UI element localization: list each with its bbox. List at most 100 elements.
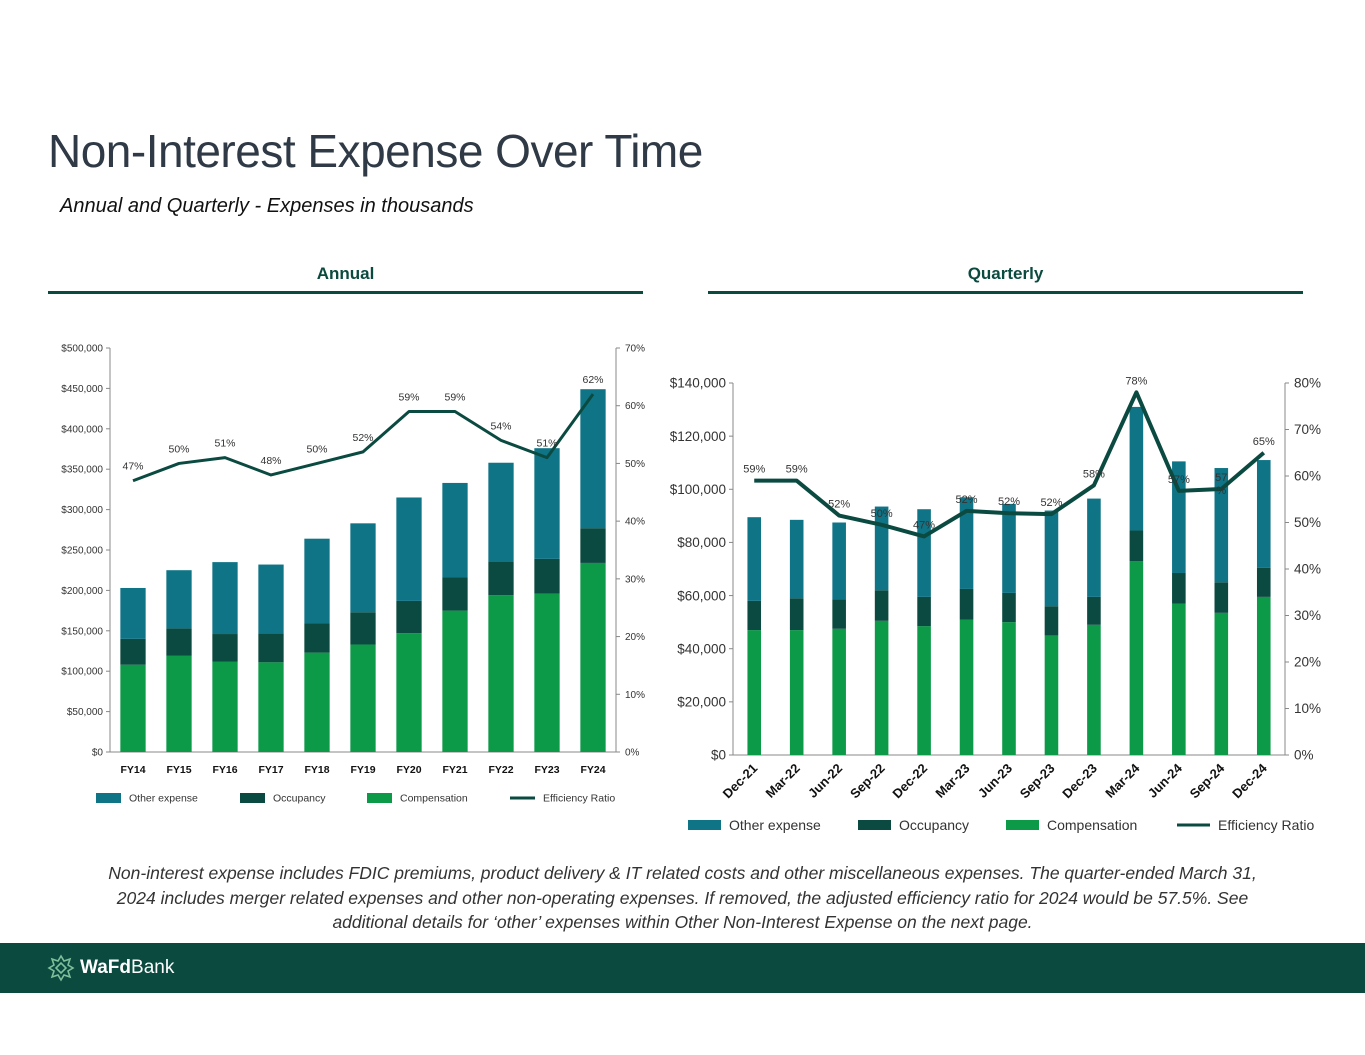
quarterly-y-tick-label: $40,000 (677, 641, 726, 656)
quarterly-bar-other-expense (789, 519, 804, 599)
quarterly-bar-occupancy (1129, 530, 1144, 562)
quarterly-bar-occupancy (832, 599, 846, 629)
quarterly-ratio-label: 52% (998, 496, 1020, 508)
quarterly-y-tick-label: $60,000 (677, 588, 726, 603)
quarterly-legend-label: Compensation (1047, 817, 1137, 833)
annual-bar-other-expense (442, 482, 468, 578)
annual-y2-tick-label: 40% (625, 517, 645, 528)
annual-y2-tick-label: 20% (625, 632, 645, 643)
quarterly-ratio-label: 52% (828, 499, 850, 511)
annual-bar-compensation (166, 655, 192, 752)
annual-legend-label: Compensation (400, 793, 468, 805)
quarterly-x-tick-label: Jun-24 (1145, 760, 1186, 801)
annual-bar-occupancy (212, 634, 238, 662)
brand-name-bold: WaFd (80, 957, 132, 978)
annual-y-tick-label: $100,000 (61, 667, 103, 678)
annual-ratio-label: 62% (582, 374, 603, 386)
quarterly-ratio-label: 52% (1040, 497, 1062, 509)
quarterly-bar-compensation (917, 626, 931, 755)
annual-ratio-label: 50% (168, 443, 189, 455)
annual-bar-compensation (396, 633, 422, 752)
quarterly-bar-other-expense (832, 522, 846, 600)
annual-legend-label: Efficiency Ratio (543, 793, 615, 805)
annual-bar-other-expense (396, 497, 422, 601)
annual-ratio-label: 47% (122, 461, 143, 473)
annual-y-tick-label: $200,000 (61, 586, 103, 597)
quarterly-bar-occupancy (1214, 582, 1229, 613)
annual-y-tick-label: $400,000 (61, 424, 103, 435)
annual-y-tick-label: $450,000 (61, 384, 103, 395)
annual-y2-tick-label: 60% (625, 401, 645, 412)
quarterly-bar-occupancy (917, 596, 931, 627)
quarterly-ratio-label: 52% (956, 494, 978, 506)
annual-bar-other-expense (304, 538, 330, 624)
quarterly-bar-occupancy (1002, 592, 1016, 623)
annual-ratio-label: 51% (536, 438, 557, 450)
quarterly-bar-occupancy (1256, 567, 1271, 597)
quarterly-x-tick-label: Mar-22 (763, 761, 803, 801)
page-title: Non-Interest Expense Over Time (48, 125, 703, 177)
annual-x-tick-label: FY16 (212, 764, 237, 776)
quarterly-y2-tick-label: 50% (1294, 515, 1321, 530)
annual-bar-occupancy (166, 628, 192, 656)
quarterly-bar-compensation (1256, 596, 1271, 755)
quarterly-ratio-label: 59% (786, 464, 808, 476)
annual-y-tick-label: $150,000 (61, 626, 103, 637)
annual-y-tick-label: $350,000 (61, 465, 103, 476)
annual-x-tick-label: FY17 (258, 764, 283, 776)
annual-bar-occupancy (304, 623, 330, 653)
quarterly-x-tick-label: Dec-22 (889, 761, 930, 802)
quarterly-bar-other-expense (747, 517, 762, 601)
wafd-bank-logo: WaFd Bank (46, 952, 174, 984)
quarterly-ratio-label: 59% (743, 464, 765, 476)
quarterly-y2-tick-label: 80% (1294, 376, 1321, 391)
annual-bar-occupancy (488, 561, 514, 596)
quarterly-x-tick-label: Dec-21 (720, 761, 761, 802)
quarterly-x-tick-label: Mar-24 (1102, 760, 1143, 801)
annual-bar-occupancy (442, 577, 468, 611)
quarterly-bar-occupancy (874, 590, 889, 621)
annual-bar-compensation (258, 662, 284, 752)
brand-name-regular: Bank (131, 957, 175, 978)
quarterly-y2-tick-label: 0% (1294, 748, 1314, 763)
annual-bar-occupancy (350, 612, 376, 645)
annual-bar-occupancy (258, 633, 284, 663)
quarterly-bar-occupancy (1087, 596, 1101, 625)
quarterly-x-tick-label: Sep-24 (1187, 760, 1228, 801)
quarterly-ratio-label: 65% (1253, 436, 1275, 448)
annual-bar-compensation (350, 644, 376, 752)
annual-bar-compensation (442, 610, 468, 752)
quarterly-y-tick-label: $20,000 (677, 695, 726, 710)
annual-legend-label: Occupancy (273, 793, 326, 805)
quarterly-rule (708, 291, 1303, 294)
page-subtitle: Annual and Quarterly - Expenses in thous… (60, 195, 474, 217)
annual-x-tick-label: FY18 (304, 764, 329, 776)
quarterly-bar-occupancy (1044, 606, 1059, 636)
annual-y-tick-label: $500,000 (61, 344, 103, 355)
quarterly-ratio-label: 57% (1168, 474, 1190, 486)
quarterly-bar-compensation (789, 630, 804, 755)
annual-ratio-label: 51% (214, 438, 235, 450)
annual-y2-tick-label: 30% (625, 574, 645, 585)
quarterly-y2-tick-label: 60% (1294, 469, 1321, 484)
annual-x-tick-label: FY20 (396, 764, 421, 776)
annual-bar-compensation (212, 661, 238, 752)
annual-legend-swatch (96, 793, 121, 803)
quarterly-x-tick-label: Dec-23 (1059, 761, 1100, 802)
quarterly-ratio-label: 47% (913, 519, 935, 531)
annual-y2-tick-label: 50% (625, 459, 645, 470)
quarterly-legend-label: Efficiency Ratio (1218, 817, 1314, 833)
quarterly-bar-compensation (1214, 612, 1229, 755)
annual-legend-swatch (367, 793, 392, 803)
annual-y2-tick-label: 10% (625, 690, 645, 701)
quarterly-bar-compensation (874, 620, 889, 755)
annual-bar-other-expense (120, 587, 146, 639)
annual-bar-occupancy (120, 638, 146, 665)
annual-bar-compensation (120, 664, 146, 752)
annual-bar-compensation (534, 593, 560, 752)
quarterly-bar-compensation (1087, 624, 1101, 755)
quarterly-ratio-label: 57 (1215, 472, 1227, 484)
quarterly-legend-swatch (688, 820, 721, 830)
